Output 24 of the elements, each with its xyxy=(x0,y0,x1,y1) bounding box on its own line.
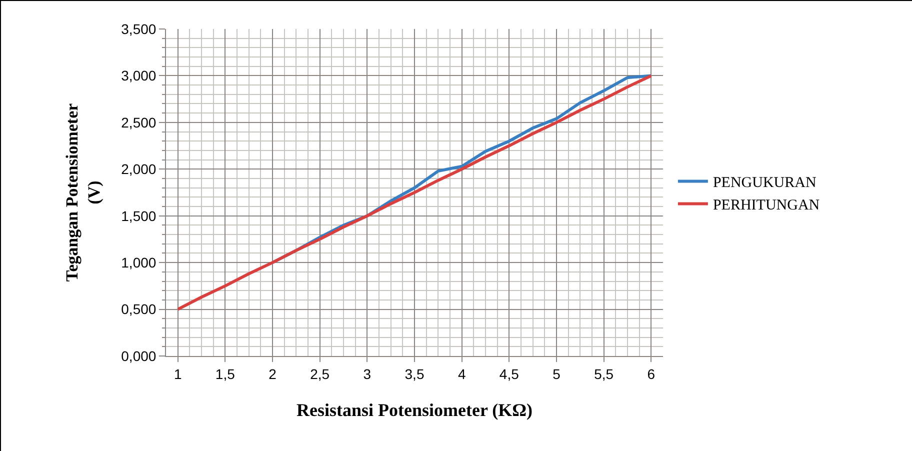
x-tick-label: 2 xyxy=(268,366,277,382)
x-tick-label: 6 xyxy=(647,366,656,382)
x-axis-title: Resistansi Potensiometer (KΩ) xyxy=(296,400,533,420)
x-tick-label: 2,5 xyxy=(310,366,330,382)
x-tick-label: 1,5 xyxy=(215,366,236,382)
x-tick-label: 5,5 xyxy=(594,366,614,382)
y-tick-label: 0,000 xyxy=(121,348,156,364)
y-tick-label: 3,500 xyxy=(121,20,156,37)
x-tick-label: 4,5 xyxy=(499,366,520,382)
x-tick-label: 3 xyxy=(363,366,372,382)
x-tick-label: 5 xyxy=(552,366,561,382)
x-tick-label: 1 xyxy=(174,366,182,382)
y-tick-label: 2,000 xyxy=(121,161,156,178)
y-axis-title: Tegangan Potensiometer (V) xyxy=(62,102,104,282)
line-series xyxy=(176,74,653,311)
y-tick-label: 1,500 xyxy=(121,208,156,224)
legend-label: PENGUKURAN xyxy=(712,175,816,192)
legend-label: PERHITUNGAN xyxy=(712,198,820,214)
x-tick-label: 3,5 xyxy=(404,366,424,382)
y-tick-label: 2,500 xyxy=(121,114,156,130)
y-tick-label: 0,500 xyxy=(121,301,156,318)
x-tick-label: 4 xyxy=(458,366,466,382)
y-tick-label: 3,000 xyxy=(121,68,156,84)
y-tick-label: 1,000 xyxy=(121,254,156,270)
